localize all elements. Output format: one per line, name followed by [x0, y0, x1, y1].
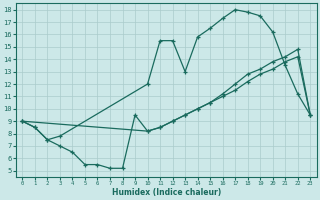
X-axis label: Humidex (Indice chaleur): Humidex (Indice chaleur) [112, 188, 221, 197]
